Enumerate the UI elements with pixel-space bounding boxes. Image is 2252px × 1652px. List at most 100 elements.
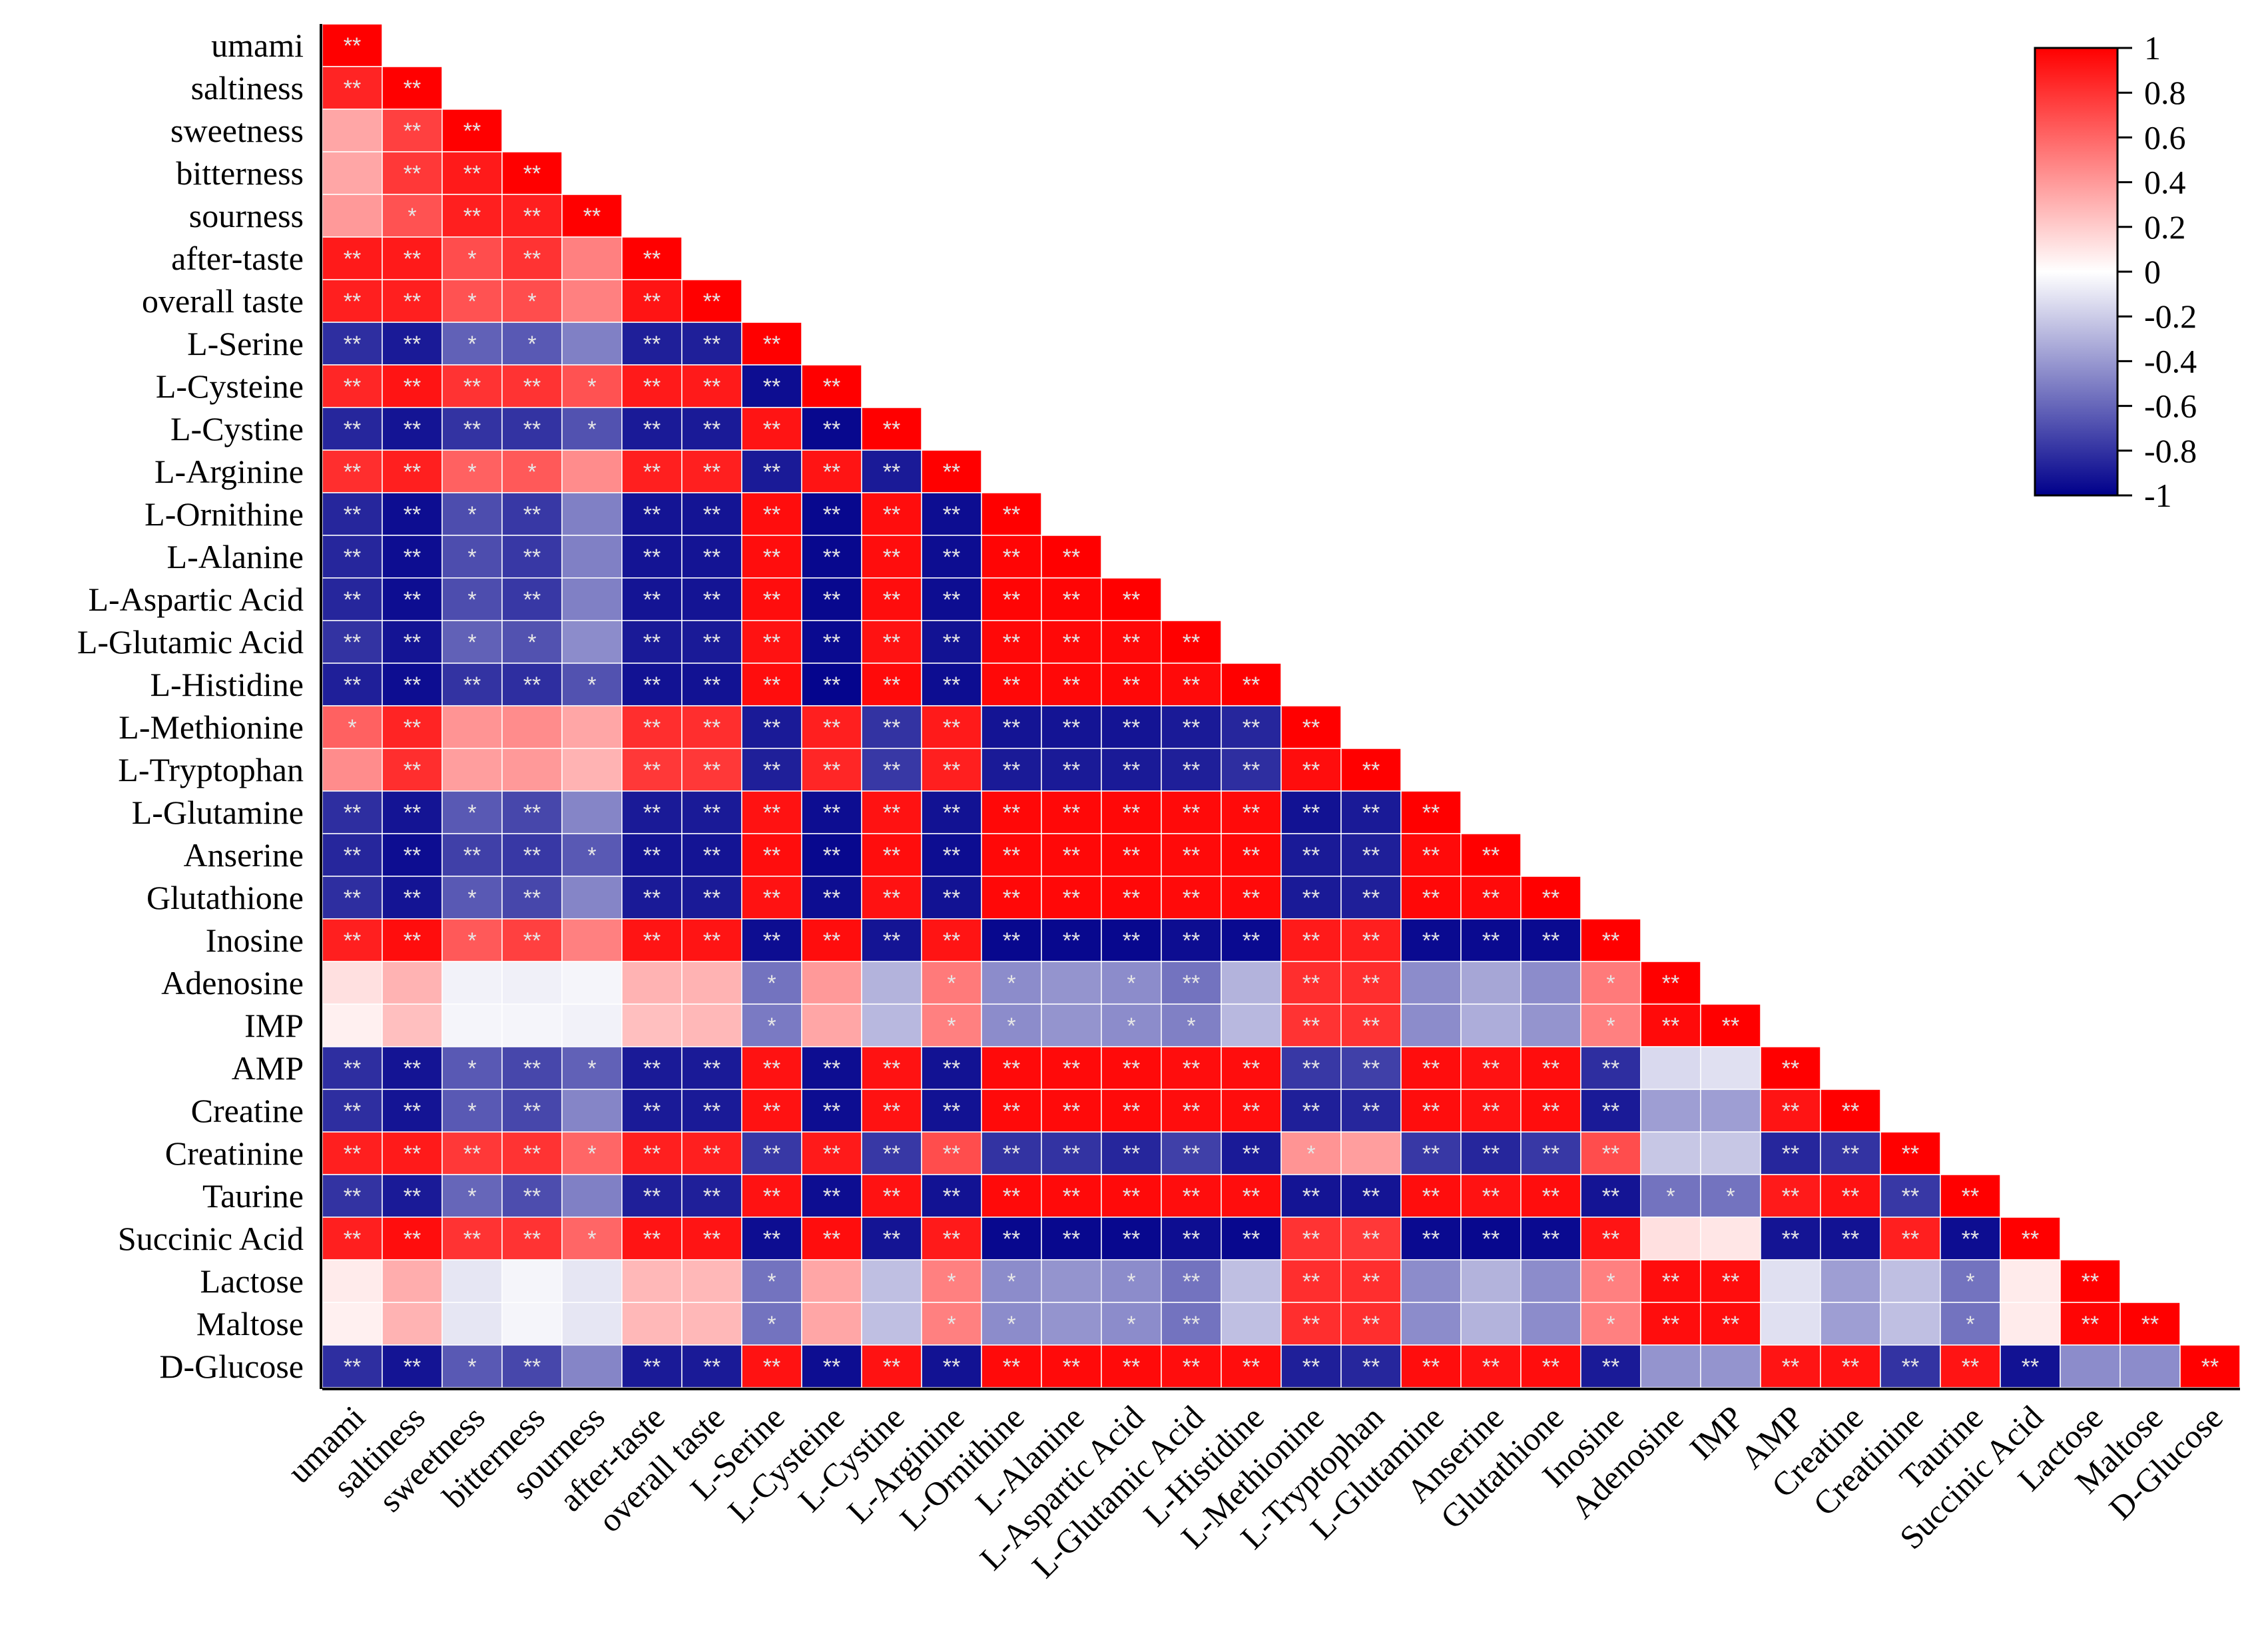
cell-29-12 xyxy=(1041,1259,1102,1303)
significance-15-13: ** xyxy=(1123,673,1140,698)
cell-21-8 xyxy=(801,918,862,962)
cell-16-0 xyxy=(322,705,383,749)
significance-31-24: ** xyxy=(1782,1354,1799,1380)
significance-27-0: ** xyxy=(344,1184,361,1209)
significance-20-20: ** xyxy=(1542,886,1559,911)
significance-0-0: ** xyxy=(344,33,361,59)
cell-25-4 xyxy=(561,1089,623,1133)
cell-17-7 xyxy=(741,748,802,792)
cell-12-2 xyxy=(441,535,503,579)
cell-21-6 xyxy=(681,918,742,962)
significance-26-26: ** xyxy=(1902,1141,1919,1167)
cell-31-7 xyxy=(741,1344,802,1388)
cell-8-6 xyxy=(681,364,742,408)
cell-28-2 xyxy=(441,1217,503,1260)
cell-16-9 xyxy=(861,705,922,749)
cell-29-11 xyxy=(981,1259,1042,1303)
significance-14-11: ** xyxy=(1003,630,1020,655)
cell-23-5 xyxy=(621,1003,683,1047)
significance-25-7: ** xyxy=(763,1099,780,1124)
cell-27-6 xyxy=(681,1174,742,1218)
cell-27-26 xyxy=(1880,1174,1941,1218)
significance-10-6: ** xyxy=(703,459,720,485)
significance-21-3: ** xyxy=(523,928,541,954)
cell-14-13 xyxy=(1101,620,1162,664)
cell-28-11 xyxy=(981,1217,1042,1260)
significance-16-16: ** xyxy=(1302,715,1320,740)
cell-11-8 xyxy=(801,492,862,536)
cell-29-9 xyxy=(861,1259,922,1303)
significance-23-17: ** xyxy=(1362,1013,1380,1039)
cell-8-5 xyxy=(621,364,683,408)
significance-24-10: ** xyxy=(943,1056,960,1081)
cell-10-0 xyxy=(322,449,383,493)
cell-12-4 xyxy=(561,535,623,579)
cell-17-4 xyxy=(561,748,623,792)
cell-19-6 xyxy=(681,833,742,877)
significance-14-6: ** xyxy=(703,630,720,655)
cell-9-5 xyxy=(621,407,683,451)
significance-5-3: ** xyxy=(523,246,541,272)
cell-23-12 xyxy=(1041,1003,1102,1047)
significance-18-15: ** xyxy=(1243,800,1260,826)
cell-24-0 xyxy=(322,1046,383,1090)
significance-20-12: ** xyxy=(1063,886,1080,911)
significance-28-15: ** xyxy=(1243,1227,1260,1252)
significance-8-5: ** xyxy=(643,374,661,400)
significance-25-14: ** xyxy=(1183,1099,1200,1124)
colorbar-gradient xyxy=(2034,47,2119,497)
cell-13-2 xyxy=(441,577,503,621)
significance-25-19: ** xyxy=(1482,1099,1500,1124)
significance-26-10: ** xyxy=(943,1141,960,1167)
cell-15-5 xyxy=(621,663,683,706)
significance-13-13: ** xyxy=(1123,587,1140,613)
cell-26-7 xyxy=(741,1131,802,1175)
row-label: saltiness xyxy=(191,69,304,107)
significance-24-16: ** xyxy=(1302,1056,1320,1081)
cell-21-7 xyxy=(741,918,802,962)
cell-8-0 xyxy=(322,364,383,408)
significance-9-2: ** xyxy=(463,417,481,442)
cell-10-10 xyxy=(921,449,982,493)
cell-13-6 xyxy=(681,577,742,621)
significance-10-5: ** xyxy=(643,459,661,485)
significance-14-5: ** xyxy=(643,630,661,655)
significance-28-11: ** xyxy=(1003,1227,1020,1252)
significance-25-1: ** xyxy=(404,1099,421,1124)
significance-27-27: ** xyxy=(1962,1184,1979,1209)
cell-14-8 xyxy=(801,620,862,664)
cell-24-13 xyxy=(1101,1046,1162,1090)
significance-19-3: ** xyxy=(523,843,541,868)
cell-15-12 xyxy=(1041,663,1102,706)
significance-26-19: ** xyxy=(1482,1141,1500,1167)
cell-17-2 xyxy=(441,748,503,792)
significance-27-16: ** xyxy=(1302,1184,1320,1209)
cell-21-4 xyxy=(561,918,623,962)
cell-26-18 xyxy=(1400,1131,1462,1175)
cell-23-22 xyxy=(1640,1003,1701,1047)
cell-31-18 xyxy=(1400,1344,1462,1388)
cell-27-12 xyxy=(1041,1174,1102,1218)
significance-20-19: ** xyxy=(1482,886,1500,911)
significance-7-3: * xyxy=(527,332,536,357)
cell-12-5 xyxy=(621,535,683,579)
cell-20-17 xyxy=(1340,876,1402,920)
cell-29-4 xyxy=(561,1259,623,1303)
cell-24-5 xyxy=(621,1046,683,1090)
cell-30-26 xyxy=(1880,1302,1941,1346)
cell-27-13 xyxy=(1101,1174,1162,1218)
significance-24-11: ** xyxy=(1003,1056,1020,1081)
cell-25-15 xyxy=(1221,1089,1282,1133)
row-label: overall taste xyxy=(142,282,304,320)
cell-11-11 xyxy=(981,492,1042,536)
cell-24-8 xyxy=(801,1046,862,1090)
significance-14-9: ** xyxy=(883,630,900,655)
significance-24-0: ** xyxy=(344,1056,361,1081)
cell-5-1 xyxy=(382,236,443,280)
cell-6-6 xyxy=(681,279,742,323)
significance-4-2: ** xyxy=(463,204,481,229)
significance-11-1: ** xyxy=(404,502,421,527)
cell-9-2 xyxy=(441,407,503,451)
significance-31-2: * xyxy=(467,1354,476,1380)
cell-16-12 xyxy=(1041,705,1102,749)
